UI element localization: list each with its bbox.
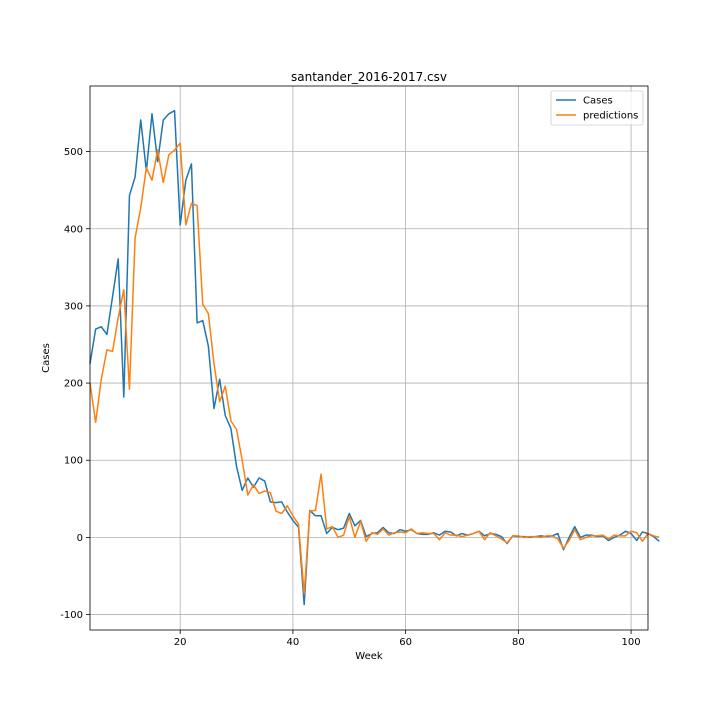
series-lines	[89, 109, 660, 606]
plot-frame	[89, 85, 649, 631]
x-tick-label: 40	[287, 637, 300, 648]
x-tick-label: 20	[174, 637, 187, 648]
x-tick-label: 100	[622, 637, 641, 648]
y-tick-label: 400	[64, 224, 83, 235]
x-tick-label: 60	[399, 637, 412, 648]
grid	[90, 86, 648, 630]
y-tick-label: 300	[64, 301, 83, 312]
series-line-predictions	[89, 142, 660, 595]
legend-entry: predictions	[583, 111, 638, 122]
legend-entry: Cases	[583, 96, 613, 107]
x-tick-label: 80	[512, 637, 525, 648]
y-axis-label: Cases	[41, 343, 52, 373]
y-tick-label: 0	[77, 533, 83, 544]
y-tick-label: 500	[64, 147, 83, 158]
chart-title: santander_2016-2017.csv	[291, 70, 447, 84]
x-axis-label: Week	[355, 651, 383, 662]
y-tick-label: -100	[60, 610, 83, 621]
x-axis-ticks: 20 40 60 80 100	[174, 630, 641, 648]
legend: Cases predictions	[550, 90, 644, 126]
y-tick-label: 100	[64, 456, 83, 467]
y-axis-ticks: -100 0 100 200 300 400 500	[60, 147, 90, 621]
y-tick-label: 200	[64, 379, 83, 390]
